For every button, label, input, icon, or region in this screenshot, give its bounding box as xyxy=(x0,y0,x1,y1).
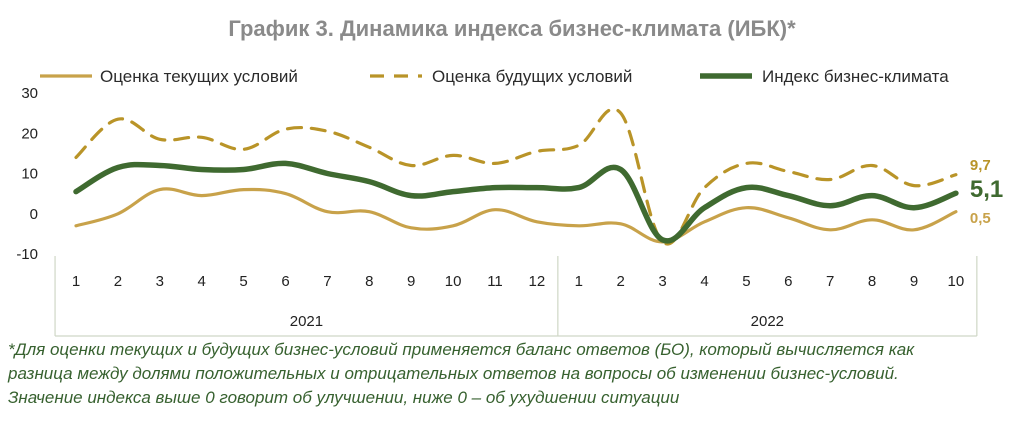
footnote-line: разница между долями положительных и отр… xyxy=(8,364,899,383)
legend-item: Оценка текущих условий xyxy=(40,67,298,86)
legend-label: Оценка текущих условий xyxy=(100,67,298,86)
year-axis: 2021 2022 xyxy=(290,313,784,330)
x-tick-label: 1 xyxy=(575,273,583,290)
x-axis-frame xyxy=(54,256,978,337)
current-conditions-line xyxy=(74,187,958,244)
x-tick-label: 1 xyxy=(72,273,80,290)
footnote: *Для оценки текущих и будущих бизнес-усл… xyxy=(8,338,1018,410)
x-tick-label: 12 xyxy=(529,273,546,290)
x-tick-label: 5 xyxy=(239,273,247,290)
y-axis: 30 20 10 0 -10 xyxy=(16,85,38,263)
chart-title: График 3. Динамика индекса бизнес-климат… xyxy=(228,16,796,41)
x-tick-label: 3 xyxy=(156,273,164,290)
footnote-line: *Для оценки текущих и будущих бизнес-усл… xyxy=(8,340,915,359)
business-climate-chart: Оценка текущих условий Оценка будущих усл… xyxy=(16,67,1003,337)
x-tick-label: 2 xyxy=(114,273,122,290)
x-axis: 1 2 3 4 5 6 7 8 9 10 11 12 1 2 3 4 5 6 7 8 9 10 xyxy=(72,273,964,290)
x-tick-label: 7 xyxy=(323,273,331,290)
business-climate-index-line xyxy=(73,160,959,244)
x-tick-label: 6 xyxy=(784,273,792,290)
legend-item: Оценка будущих условий xyxy=(370,67,632,86)
end-value-label-index: 5,1 xyxy=(970,176,1003,203)
y-tick-label: 20 xyxy=(21,125,38,142)
x-tick-label: 9 xyxy=(910,273,918,290)
legend: Оценка текущих условий Оценка будущих усл… xyxy=(40,67,949,86)
x-tick-label: 6 xyxy=(281,273,289,290)
x-tick-label: 8 xyxy=(868,273,876,290)
y-tick-label: 30 xyxy=(21,85,38,102)
y-tick-label: 10 xyxy=(21,166,38,183)
y-tick-label: -10 xyxy=(16,246,38,263)
end-labels: 9,7 5,1 0,5 xyxy=(970,157,1003,227)
x-tick-label: 3 xyxy=(658,273,666,290)
x-tick-label: 4 xyxy=(700,273,708,290)
year-label: 2022 xyxy=(751,313,784,330)
legend-label: Индекс бизнес-климата xyxy=(762,67,949,86)
year-label: 2021 xyxy=(290,313,323,330)
x-tick-label: 10 xyxy=(948,273,965,290)
footnote-line: Значение индекса выше 0 говорит об улучш… xyxy=(8,388,680,407)
x-tick-label: 5 xyxy=(742,273,750,290)
y-tick-label: 0 xyxy=(30,206,38,223)
x-tick-label: 2 xyxy=(617,273,625,290)
x-tick-label: 4 xyxy=(198,273,206,290)
x-tick-label: 11 xyxy=(487,273,503,290)
x-tick-label: 9 xyxy=(407,273,415,290)
legend-label: Оценка будущих условий xyxy=(432,67,632,86)
end-value-label-current: 0,5 xyxy=(970,210,991,227)
x-tick-label: 8 xyxy=(365,273,373,290)
x-tick-label: 7 xyxy=(826,273,834,290)
future-conditions-line xyxy=(74,107,958,246)
legend-item: Индекс бизнес-климата xyxy=(700,67,949,86)
x-tick-label: 10 xyxy=(445,273,462,290)
end-value-label-future: 9,7 xyxy=(970,157,991,174)
series-lines xyxy=(73,107,959,246)
